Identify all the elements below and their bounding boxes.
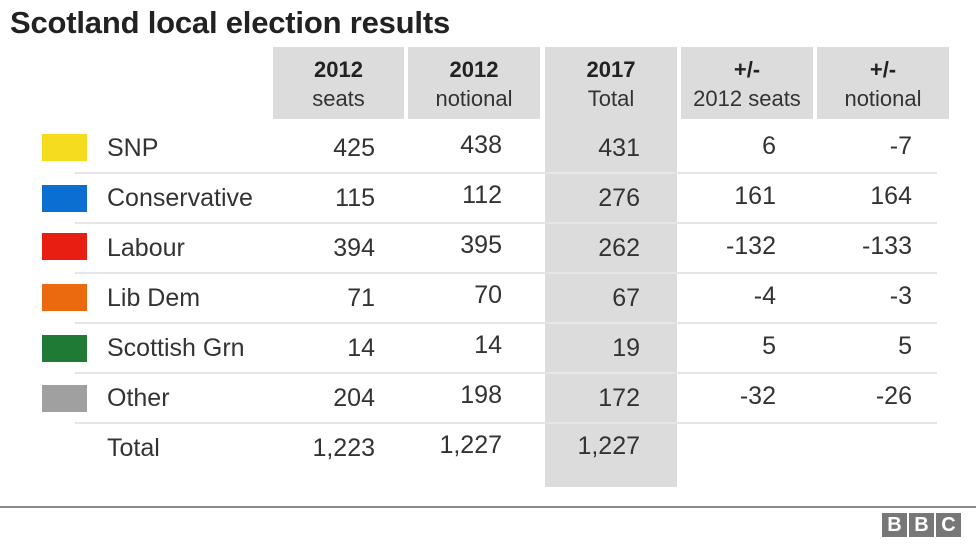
total-2017: 431 bbox=[598, 134, 640, 162]
seats-2012: 425 bbox=[333, 134, 375, 162]
diff-notional: 164 bbox=[870, 182, 912, 210]
notional-2012-total: 1,227 bbox=[439, 431, 502, 459]
diff-notional: 5 bbox=[898, 332, 912, 360]
diff-seats: 6 bbox=[762, 132, 776, 160]
seats-2012-total: 1,223 bbox=[312, 434, 375, 462]
diff-notional: -7 bbox=[889, 132, 912, 160]
row-divider bbox=[75, 422, 937, 424]
total-2017-total: 1,227 bbox=[577, 432, 640, 460]
header-diff-2012-seats: +/- 2012 seats bbox=[681, 47, 813, 119]
total-label: Total bbox=[107, 434, 160, 462]
header-sublabel: Total bbox=[587, 86, 635, 111]
diff-seats: -32 bbox=[739, 382, 776, 410]
seats-2012: 204 bbox=[333, 384, 375, 412]
party-color-swatch bbox=[42, 134, 87, 161]
row-divider bbox=[75, 322, 937, 324]
row-divider bbox=[75, 172, 937, 174]
notional-2012: 438 bbox=[460, 131, 502, 159]
seats-2012: 71 bbox=[347, 284, 375, 312]
seats-2012: 394 bbox=[333, 234, 375, 262]
notional-2012: 395 bbox=[460, 231, 502, 259]
diff-seats: -4 bbox=[753, 282, 776, 310]
seats-2012: 14 bbox=[347, 334, 375, 362]
row-divider bbox=[75, 222, 937, 224]
bbc-logo-letter: B bbox=[909, 513, 934, 537]
table-row: Lib Dem 71 70 67 -4 -3 bbox=[0, 272, 976, 322]
header-label: 2012 bbox=[314, 57, 363, 82]
header-label: +/- bbox=[733, 57, 761, 82]
header-2017-total: 2017 Total bbox=[545, 47, 677, 119]
notional-2012: 112 bbox=[462, 181, 502, 209]
total-2017: 276 bbox=[598, 184, 640, 212]
header-label: 2012 bbox=[449, 57, 499, 82]
footer-divider bbox=[0, 506, 976, 508]
diff-notional: -3 bbox=[889, 282, 912, 310]
header-sublabel: seats bbox=[312, 86, 365, 111]
header-2012-notional: 2012 notional bbox=[408, 47, 540, 119]
header-label: +/- bbox=[869, 57, 897, 82]
party-name: Scottish Grn bbox=[107, 334, 245, 362]
table-row: Labour 394 395 262 -132 -133 bbox=[0, 222, 976, 272]
notional-2012: 14 bbox=[474, 331, 502, 359]
party-name: Lib Dem bbox=[107, 284, 201, 312]
party-name: Labour bbox=[107, 234, 185, 262]
party-name: SNP bbox=[107, 134, 159, 162]
diff-seats: 5 bbox=[762, 332, 776, 360]
header-sublabel: notional bbox=[844, 86, 922, 111]
party-name: Conservative bbox=[107, 184, 253, 212]
diff-seats: -132 bbox=[725, 232, 776, 260]
table-row: Scottish Grn 14 14 19 5 5 bbox=[0, 322, 976, 372]
header-sublabel: notional bbox=[435, 86, 513, 111]
row-divider bbox=[75, 372, 937, 374]
header-diff-notional: +/- notional bbox=[817, 47, 949, 119]
notional-2012: 70 bbox=[474, 281, 502, 309]
seats-2012: 115 bbox=[335, 184, 375, 212]
diff-notional: -26 bbox=[875, 382, 912, 410]
bbc-logo-letter: C bbox=[936, 513, 961, 537]
total-2017: 262 bbox=[598, 234, 640, 262]
total-2017: 19 bbox=[612, 334, 640, 362]
bbc-logo: B B C bbox=[882, 513, 961, 537]
party-color-swatch bbox=[42, 185, 87, 212]
diff-notional: -133 bbox=[861, 232, 912, 260]
party-color-swatch bbox=[42, 233, 87, 260]
table-row: Other 204 198 172 -32 -26 bbox=[0, 372, 976, 422]
row-divider bbox=[75, 272, 937, 274]
party-color-swatch bbox=[42, 284, 87, 311]
bbc-logo-letter: B bbox=[882, 513, 907, 537]
column-2017-highlight bbox=[545, 47, 677, 487]
diff-seats: 161 bbox=[734, 182, 776, 210]
party-color-swatch bbox=[42, 335, 87, 362]
table-row: SNP 425 438 431 6 -7 bbox=[0, 122, 976, 172]
header-2012-seats: 2012 seats bbox=[273, 47, 404, 119]
chart-title: Scotland local election results bbox=[10, 5, 450, 40]
header-label: 2017 bbox=[586, 57, 636, 82]
table-row: Conservative 115 112 276 161 164 bbox=[0, 172, 976, 222]
total-2017: 67 bbox=[612, 284, 640, 312]
total-2017: 172 bbox=[598, 384, 640, 412]
party-color-swatch bbox=[42, 385, 87, 412]
header-sublabel: 2012 seats bbox=[693, 86, 801, 111]
notional-2012: 198 bbox=[460, 381, 502, 409]
party-name: Other bbox=[107, 384, 170, 412]
total-row: Total 1,223 1,227 1,227 bbox=[0, 422, 976, 472]
